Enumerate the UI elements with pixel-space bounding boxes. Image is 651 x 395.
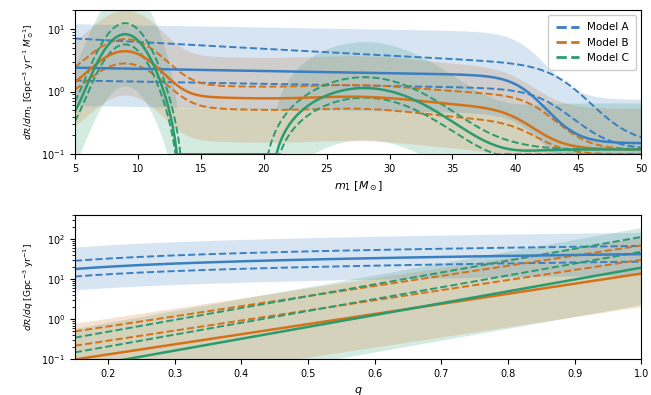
X-axis label: $m_1\ [M_\odot]$: $m_1\ [M_\odot]$ <box>333 180 383 194</box>
Y-axis label: $d\mathcal{R}/dq\ [\mathrm{Gpc}^{-3}\ \mathrm{yr}^{-1}]$: $d\mathcal{R}/dq\ [\mathrm{Gpc}^{-3}\ \m… <box>21 243 36 331</box>
Legend: Model A, Model B, Model C: Model A, Model B, Model C <box>548 15 636 70</box>
X-axis label: $q$: $q$ <box>353 385 363 395</box>
Y-axis label: $d\mathcal{R}/dm_1\ [\mathrm{Gpc}^{-3}\ \mathrm{yr}^{-1}\ M_\odot^{-1}]$: $d\mathcal{R}/dm_1\ [\mathrm{Gpc}^{-3}\ … <box>21 24 36 140</box>
